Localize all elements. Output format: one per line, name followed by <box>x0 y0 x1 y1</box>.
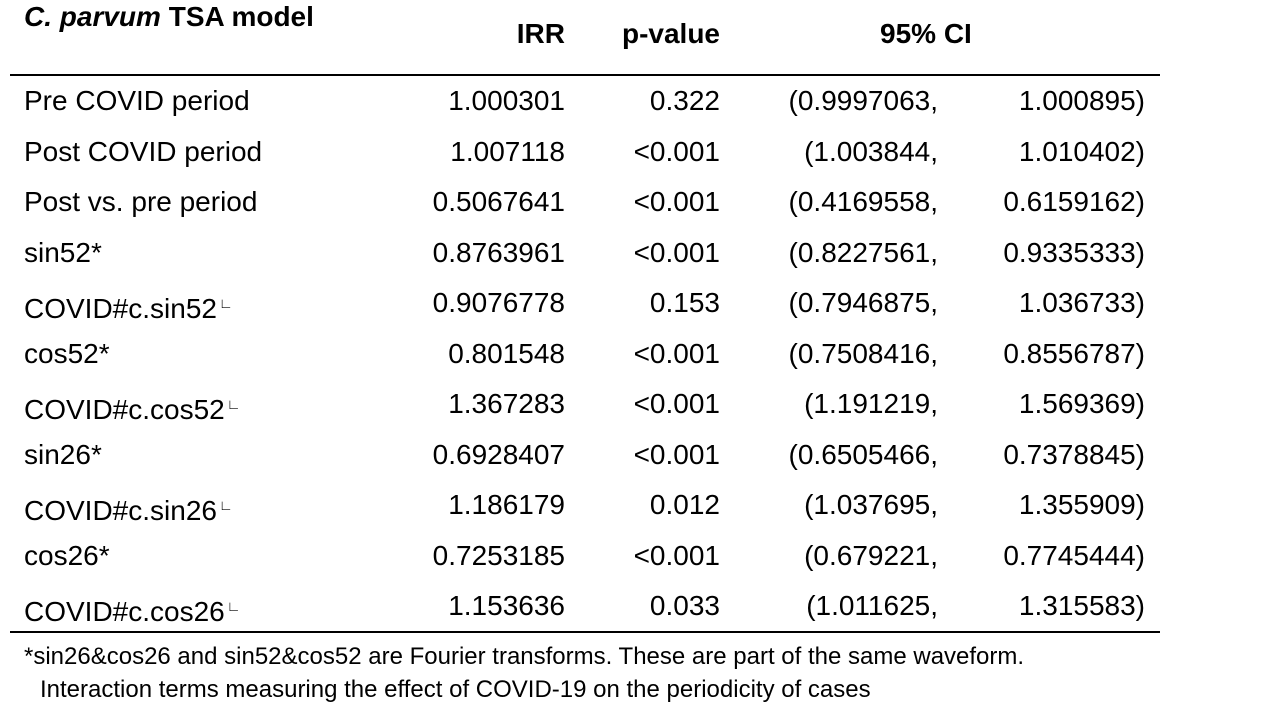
ci-upper: 1.000895) <box>1018 85 1145 116</box>
column-header-irr: IRR <box>516 18 565 49</box>
table-row: Post COVID period 1.007118 <0.001 (1.003844… <box>10 127 1160 177</box>
table-row: COVID#c.cos26 ∟ 1.153636 0.033 (1.011625, 1.3… <box>10 581 1160 631</box>
irr-value: 1.186179 <box>448 489 565 520</box>
ci-upper: 0.7378845) <box>1003 438 1145 470</box>
p-value: <0.001 <box>633 539 720 571</box>
table-row: COVID#c.sin26 ∟ 1.186179 0.012 (1.037695, 1.3… <box>10 480 1160 530</box>
ci-upper: 1.010402) <box>1018 135 1145 167</box>
table-row: sin52* 0.8763961 <0.001 (0.8227561, 0.933533… <box>10 228 1160 278</box>
row-label: Pre COVID period <box>24 76 250 126</box>
p-value: <0.001 <box>633 186 720 217</box>
irr-value: 1.367283 <box>448 388 565 419</box>
irr-value: 0.5067641 <box>432 186 565 217</box>
row-label: cos26* <box>24 531 110 581</box>
row-label: sin52* <box>24 228 102 278</box>
table-row: COVID#c.cos52 ∟ 1.367283 <0.001 (1.191219, 1.… <box>10 379 1160 429</box>
interaction-mark: ∟ <box>226 598 241 614</box>
ci-lower: (1.003844, <box>804 135 938 167</box>
row-label: sin26* <box>24 430 102 480</box>
p-value: 0.033 <box>649 590 720 621</box>
row-label: Post COVID period <box>24 127 262 177</box>
table-header: C. parvum TSA model IRR p-value 95% CI <box>10 0 1160 76</box>
ci-lower: (0.7946875, <box>788 287 938 318</box>
p-value: <0.001 <box>633 438 720 470</box>
ci-upper: 1.315583) <box>1018 590 1145 621</box>
ci-lower: (0.9997063, <box>788 85 938 116</box>
row-label: COVID#c.cos52 ∟ <box>24 379 240 435</box>
table-row: Post vs. pre period 0.5067641 <0.001 (0.416… <box>10 177 1160 227</box>
row-label-text: Post COVID period <box>24 135 263 167</box>
irr-value: 0.6928407 <box>432 438 565 470</box>
irr-value: 1.153636 <box>448 590 565 621</box>
ci-upper: 0.7745444) <box>1003 539 1145 571</box>
p-value: <0.001 <box>633 135 720 167</box>
row-label: COVID#c.cos26 ∟ <box>24 581 240 637</box>
row-label-text: sin26* <box>24 438 102 470</box>
ci-lower: (0.7508416, <box>788 337 938 369</box>
footnote-fourier: *sin26&cos26 and sin52&cos52 are Fourier… <box>24 643 1025 670</box>
irr-value: 1.000301 <box>448 85 565 116</box>
bottom-rule <box>10 631 1160 633</box>
row-label-text: Pre COVID period <box>24 85 250 116</box>
table-row: Pre COVID period 1.000301 0.322 (0.9997063,… <box>10 76 1160 126</box>
column-header-p-value: p-value <box>621 18 720 49</box>
column-header-ci: 95% CI <box>880 18 972 49</box>
ci-upper: 1.036733) <box>1018 287 1145 318</box>
p-value: <0.001 <box>633 236 720 268</box>
p-value: <0.001 <box>633 337 720 369</box>
row-label-text: COVID#c.sin52 <box>24 293 217 324</box>
ci-lower: (1.037695, <box>804 489 938 520</box>
table-row: COVID#c.sin52 ∟ 0.9076778 0.153 (0.7946875, 1… <box>10 278 1160 328</box>
row-label: Post vs. pre period <box>24 177 257 227</box>
row-label-text: COVID#c.cos26 <box>24 596 225 627</box>
table-title: C. parvum TSA model <box>24 0 314 34</box>
ci-upper: 0.9335333) <box>1003 236 1145 268</box>
interaction-mark: ∟ <box>218 497 233 513</box>
table-row: sin26* 0.6928407 <0.001 (0.6505466, 0.737884… <box>10 430 1160 480</box>
irr-value: 0.9076778 <box>432 287 565 318</box>
p-value: 0.322 <box>649 85 720 116</box>
irr-value: 0.801548 <box>448 337 565 369</box>
interaction-mark: ∟ <box>218 295 233 311</box>
row-label-text: COVID#c.cos52 <box>24 394 225 425</box>
ci-upper: 1.355909) <box>1018 489 1145 520</box>
row-label: COVID#c.sin26 ∟ <box>24 480 233 536</box>
title-rest: TSA model <box>160 1 314 32</box>
ci-lower: (0.679221, <box>804 539 938 571</box>
table-row: cos26* 0.7253185 <0.001 (0.679221, 0.7745444… <box>10 531 1160 581</box>
row-label-text: cos52* <box>24 337 110 369</box>
p-value: 0.153 <box>649 287 720 318</box>
row-label: cos52* <box>24 329 110 379</box>
ci-lower: (1.011625, <box>806 590 938 621</box>
ci-lower: (1.191219, <box>804 388 938 419</box>
irr-value: 1.007118 <box>450 135 565 167</box>
interaction-mark: ∟ <box>226 396 241 412</box>
p-value: <0.001 <box>633 388 720 419</box>
table-row: cos52* 0.801548 <0.001 (0.7508416, 0.8556787… <box>10 329 1160 379</box>
row-label-text: Post vs. pre period <box>24 186 258 217</box>
header-rule <box>10 74 1160 76</box>
row-label: COVID#c.sin52 ∟ <box>24 278 233 334</box>
ci-upper: 1.569369) <box>1018 388 1145 419</box>
ci-lower: (0.6505466, <box>788 438 938 470</box>
row-label-text: cos26* <box>24 539 110 571</box>
p-value: 0.012 <box>649 489 720 520</box>
irr-value: 0.8763961 <box>432 236 565 268</box>
ci-upper: 0.8556787) <box>1003 337 1145 369</box>
ci-lower: (0.4169558, <box>788 186 938 217</box>
footnote-interaction: Interaction terms measuring the effect o… <box>40 676 871 703</box>
ci-lower: (0.8227561, <box>788 236 938 268</box>
row-label-text: sin52* <box>24 236 102 268</box>
row-label-text: COVID#c.sin26 <box>24 495 217 526</box>
title-species: C. parvum <box>24 1 161 32</box>
irr-value: 0.7253185 <box>432 539 565 571</box>
ci-upper: 0.6159162) <box>1003 186 1145 217</box>
